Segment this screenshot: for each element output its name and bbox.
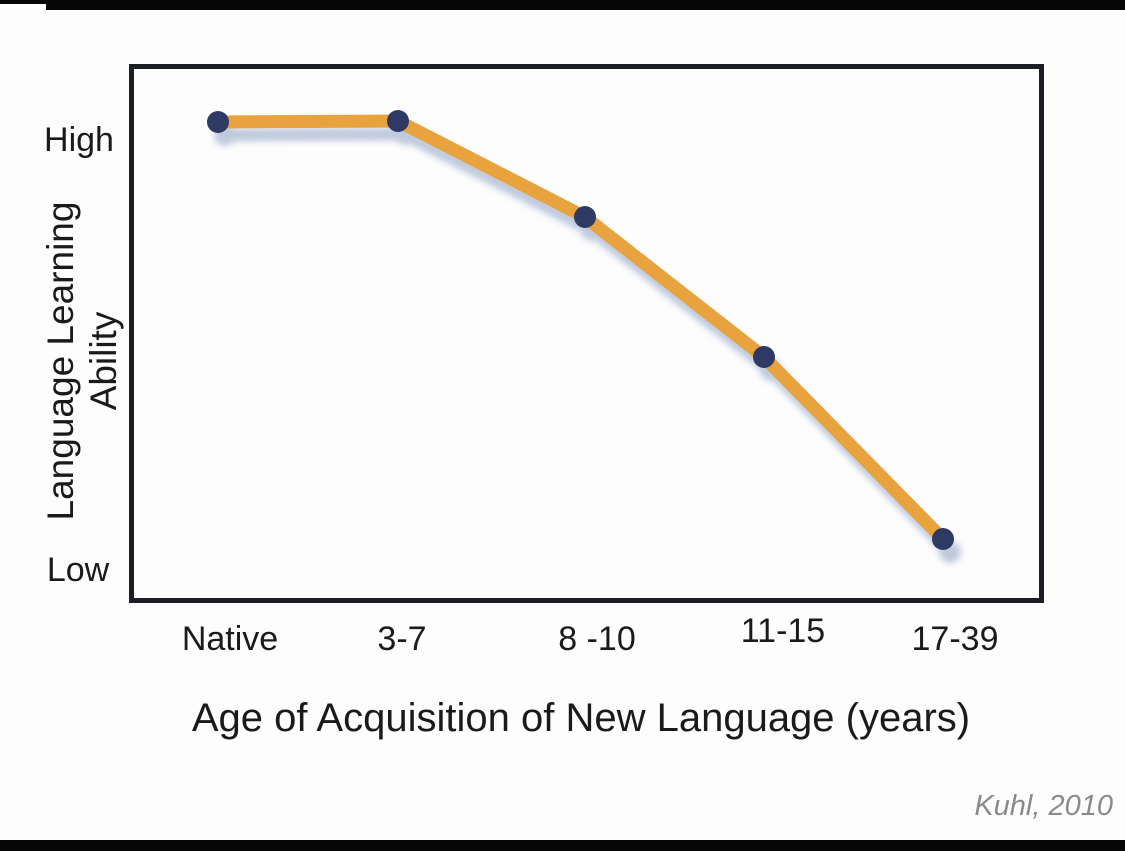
letterbox-bar-bottom [0,840,1125,851]
x-tick-label: Native [181,620,279,658]
x-tick-label: 17-39 [911,620,999,658]
y-axis-title-text: Language Learning Ability [40,201,124,521]
source-attribution: Kuhl, 2010 [974,790,1113,822]
x-tick-label: 3-7 [377,620,427,658]
plot-area-frame [129,64,1044,603]
x-tick-label: 11-15 [740,612,826,650]
x-axis-title: Age of Acquisition of New Language (year… [191,696,971,740]
y-tick-label-low: Low [46,551,110,589]
letterbox-bar-top [0,0,1125,10]
x-tick-label: 8 -10 [558,620,636,658]
y-tick-label-high: High [44,121,114,159]
letterbox-notch [0,4,46,10]
